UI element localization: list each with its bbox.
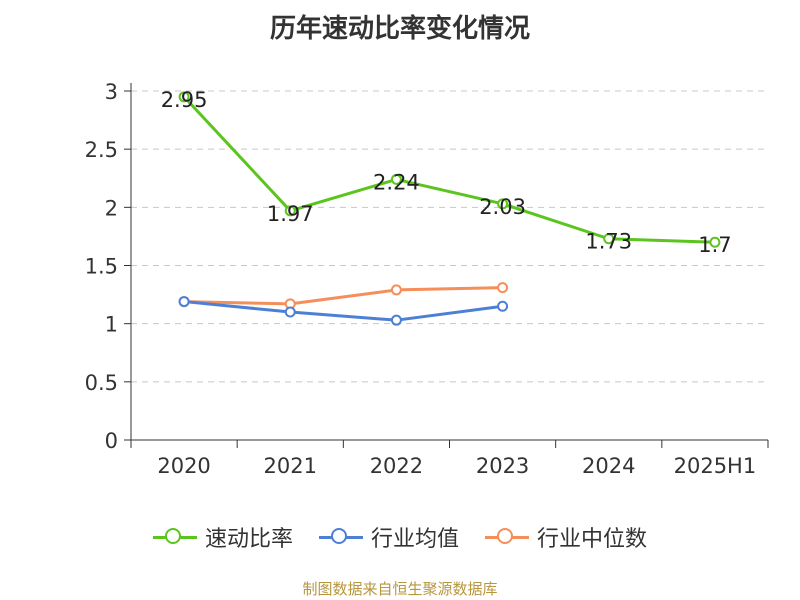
y-tick-label: 2 bbox=[105, 196, 118, 220]
data-point bbox=[178, 91, 190, 103]
y-tick-label: 3 bbox=[105, 80, 118, 104]
y-tick-label: 1 bbox=[105, 313, 118, 337]
data-point bbox=[284, 205, 296, 217]
legend-item-industry-median[interactable]: 行业中位数 bbox=[485, 521, 647, 553]
data-point bbox=[390, 173, 402, 185]
data-label: 1.97 bbox=[267, 202, 314, 226]
x-tick-label: 2024 bbox=[582, 454, 635, 478]
data-point bbox=[709, 236, 721, 248]
data-label: 2.03 bbox=[479, 195, 526, 219]
y-tick-label: 0.5 bbox=[85, 371, 118, 395]
series-line bbox=[184, 286, 503, 306]
x-tick-label: 2021 bbox=[264, 454, 317, 478]
data-point bbox=[390, 284, 402, 296]
axes: 0 0.5 1 1.5 2 2.5 3 2020 2021 2022 2023 2024 2025H1 bbox=[85, 80, 769, 478]
data-point bbox=[390, 314, 402, 326]
legend: 速动比率 行业均值 行业中位数 bbox=[0, 520, 800, 554]
series-group bbox=[178, 91, 721, 326]
y-tick-label: 2.5 bbox=[85, 138, 118, 162]
data-label: 2.95 bbox=[161, 88, 208, 112]
data-point bbox=[603, 233, 615, 245]
x-tick-label: 2022 bbox=[370, 454, 423, 478]
data-point bbox=[497, 198, 509, 210]
legend-marker-industry-mean bbox=[318, 527, 363, 547]
series-line bbox=[183, 300, 503, 322]
data-point bbox=[284, 306, 296, 318]
data-point bbox=[497, 282, 509, 294]
legend-label-industry-median: 行业中位数 bbox=[537, 527, 648, 552]
legend-marker-quick-ratio bbox=[152, 527, 197, 547]
legend-label-industry-mean: 行业均值 bbox=[370, 527, 459, 552]
source-note: 制图数据来自恒生聚源数据库 bbox=[302, 580, 498, 598]
x-tick-label: 2020 bbox=[157, 454, 210, 478]
data-label: 1.73 bbox=[585, 230, 632, 254]
data-label: 2.24 bbox=[373, 170, 420, 194]
legend-marker-industry-median bbox=[485, 527, 529, 547]
data-labels: 2.95 1.97 2.24 2.03 1.73 1.7 bbox=[161, 88, 732, 257]
data-point bbox=[178, 296, 190, 308]
legend-item-industry-mean[interactable]: 行业均值 bbox=[318, 521, 459, 553]
data-label: 1.7 bbox=[698, 233, 731, 257]
x-tick-label: 2023 bbox=[476, 454, 529, 478]
chart-title: 历年速动比率变化情况 bbox=[269, 14, 530, 44]
data-point bbox=[497, 300, 509, 312]
x-tick-label: 2025H1 bbox=[674, 454, 757, 478]
legend-item-quick-ratio[interactable]: 速动比率 bbox=[152, 521, 293, 553]
grid-lines bbox=[131, 90, 768, 383]
series-line bbox=[182, 95, 715, 244]
y-tick-label: 0 bbox=[105, 429, 118, 453]
y-tick-label: 1.5 bbox=[85, 255, 118, 279]
legend-label-quick-ratio: 速动比率 bbox=[204, 527, 293, 552]
